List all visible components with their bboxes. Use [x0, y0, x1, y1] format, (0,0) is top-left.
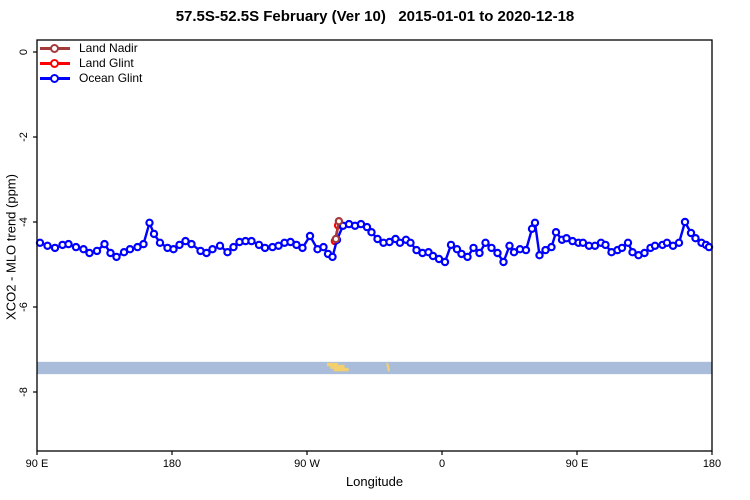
land-nadir-series — [331, 216, 344, 244]
legend-item-land-nadir: Land Nadir — [40, 42, 142, 55]
x-tick-label: 180 — [163, 458, 181, 470]
legend: Land Nadir Land Glint Ocean Glint — [40, 42, 142, 85]
y-tick-label: -2 — [18, 132, 30, 142]
x-tick-label: 0 — [439, 458, 445, 470]
y-tick-label: -8 — [18, 387, 30, 397]
ocean-glint-marker-icon — [40, 72, 70, 85]
y-axis-title: XCO2 - MLO trend (ppm) — [3, 174, 19, 320]
map-strip — [37, 361, 712, 375]
x-tick-label: 90 E — [566, 458, 589, 470]
legend-label: Land Glint — [79, 56, 134, 70]
axes — [36, 39, 713, 452]
x-tick-label: 180 — [703, 458, 721, 470]
x-tick-label: 90 W — [294, 458, 320, 470]
y-tick-label: -6 — [18, 302, 30, 312]
legend-item-land-glint: Land Glint — [40, 57, 142, 70]
y-axis: 0 -2 -4 -6 -8 — [18, 49, 37, 397]
x-tick-label: 90 E — [26, 458, 49, 470]
legend-label: Ocean Glint — [79, 71, 143, 85]
y-tick-label: 0 — [18, 49, 30, 55]
land-glint-marker-icon — [40, 57, 70, 70]
land-nadir-marker-icon — [40, 42, 70, 55]
ocean-glint-series — [35, 217, 714, 267]
y-tick-label: -4 — [18, 217, 30, 227]
chart-title: 57.5S-52.5S February (Ver 10) 2015-01-01… — [175, 8, 575, 25]
legend-label: Land Nadir — [79, 41, 138, 55]
x-axis-title: Longitude — [345, 474, 404, 489]
legend-item-ocean-glint: Ocean Glint — [40, 72, 142, 85]
plot-border — [36, 39, 713, 452]
x-axis: 90 E 180 90 W 0 90 E 180 — [26, 451, 721, 470]
